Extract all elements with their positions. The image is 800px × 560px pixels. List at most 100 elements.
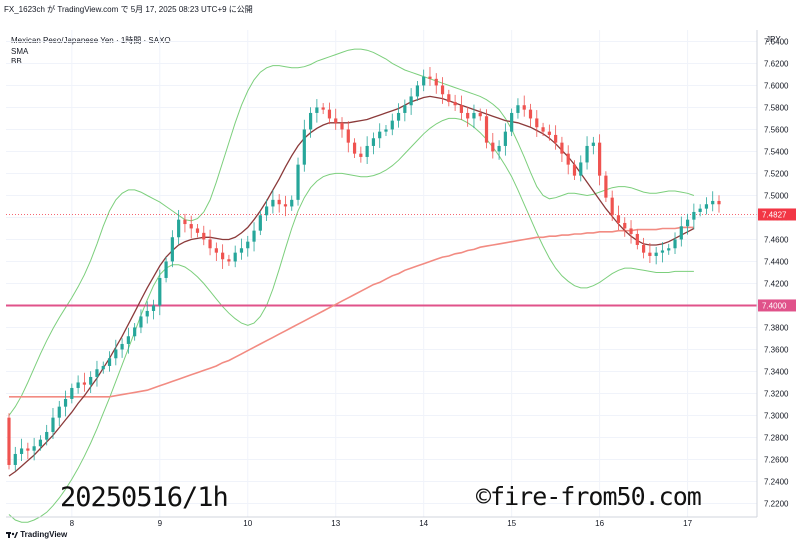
candle-body [667, 248, 671, 251]
candle-body [352, 142, 357, 154]
x-tick-label: 13 [331, 519, 340, 528]
candle [616, 205, 621, 230]
candle-body [528, 109, 533, 119]
candle-body [120, 343, 124, 350]
candle [547, 124, 551, 141]
y-tick-label: 7.3600 [764, 345, 789, 354]
y-tick-label: 7.2600 [764, 455, 789, 464]
candle [120, 338, 124, 358]
candle-body [440, 85, 445, 95]
candle [585, 136, 589, 170]
candle-body [673, 239, 677, 249]
candle-body [629, 228, 633, 234]
candle [89, 371, 93, 394]
candle-body [635, 233, 639, 245]
candle [541, 122, 545, 137]
last-price-label: 7.4827 [762, 210, 787, 219]
candle-body [126, 336, 130, 344]
candle [239, 238, 244, 260]
candle-body [133, 327, 137, 337]
candle-body [591, 142, 595, 146]
bb-upper-line [8, 48, 695, 416]
candle [447, 89, 451, 107]
y-tick-label: 7.5400 [764, 147, 789, 156]
candle-body [648, 252, 652, 256]
candle [472, 104, 476, 129]
publish-header: FX_1623ch が TradingView.com で 5月 17, 202… [4, 5, 253, 14]
candle [208, 229, 212, 256]
candle-body [679, 226, 683, 240]
candle [579, 155, 583, 182]
candle [673, 232, 677, 254]
candle [466, 107, 470, 127]
candle [453, 94, 457, 111]
y-tick-label: 7.6000 [764, 81, 789, 90]
candle [704, 197, 709, 215]
candle-body [151, 305, 156, 311]
candle [302, 119, 306, 172]
candle [227, 254, 231, 266]
candle-body [57, 406, 61, 418]
candle-body [252, 230, 256, 242]
y-tick-label: 7.3400 [764, 367, 789, 376]
candle-body [359, 153, 363, 157]
candle [711, 191, 715, 212]
candle-body [472, 112, 476, 119]
candle [63, 390, 68, 417]
candle [327, 102, 332, 125]
candle [459, 95, 463, 120]
handwritten-date: 20250516/1h [60, 482, 229, 513]
candle-body [233, 252, 237, 262]
candle [522, 95, 526, 117]
candle-body [585, 145, 589, 163]
candle-body [208, 239, 212, 249]
candle [246, 235, 250, 257]
candle [296, 157, 300, 206]
time-axis[interactable]: 8 9 10 13 14 15 16 17 [6, 516, 757, 528]
candle [308, 107, 313, 138]
candle-body [466, 112, 470, 119]
candle-body [227, 259, 231, 262]
y-tick-label: 7.5000 [764, 191, 789, 200]
candle [315, 99, 319, 123]
candle-body [717, 200, 721, 205]
candle-body [202, 232, 206, 240]
sma-long-line [9, 226, 694, 398]
candle [346, 121, 350, 153]
candle-body [535, 118, 539, 128]
candle [415, 81, 420, 101]
tradingview-logo[interactable]: TradingView [6, 530, 67, 539]
candle-body [145, 310, 149, 317]
candle [566, 145, 570, 175]
candle [629, 220, 633, 244]
last-price-tag [758, 208, 796, 221]
hline-price-label: 7.4000 [762, 301, 787, 310]
candle-body [195, 228, 200, 233]
candle-body [38, 439, 43, 447]
candle [572, 160, 577, 181]
y-tick-label: 7.5600 [764, 125, 789, 134]
candle [252, 222, 256, 252]
candle [114, 339, 118, 366]
candle [409, 88, 413, 115]
candle [95, 360, 99, 387]
candle-body [13, 453, 17, 465]
candle [679, 216, 683, 247]
candle-body [283, 204, 288, 207]
candle-body [541, 127, 545, 132]
x-tick-label: 15 [507, 519, 516, 528]
candle-body [139, 316, 143, 328]
candle [598, 134, 602, 186]
candle-body [271, 199, 275, 207]
candle [390, 113, 394, 136]
candle [371, 132, 376, 155]
candle [384, 125, 388, 137]
tradingview-icon [6, 531, 18, 539]
chart-grid [6, 30, 757, 517]
candle-body [296, 164, 300, 200]
candle-body [265, 206, 269, 216]
candle-body [239, 248, 244, 253]
candle-body [327, 109, 332, 119]
